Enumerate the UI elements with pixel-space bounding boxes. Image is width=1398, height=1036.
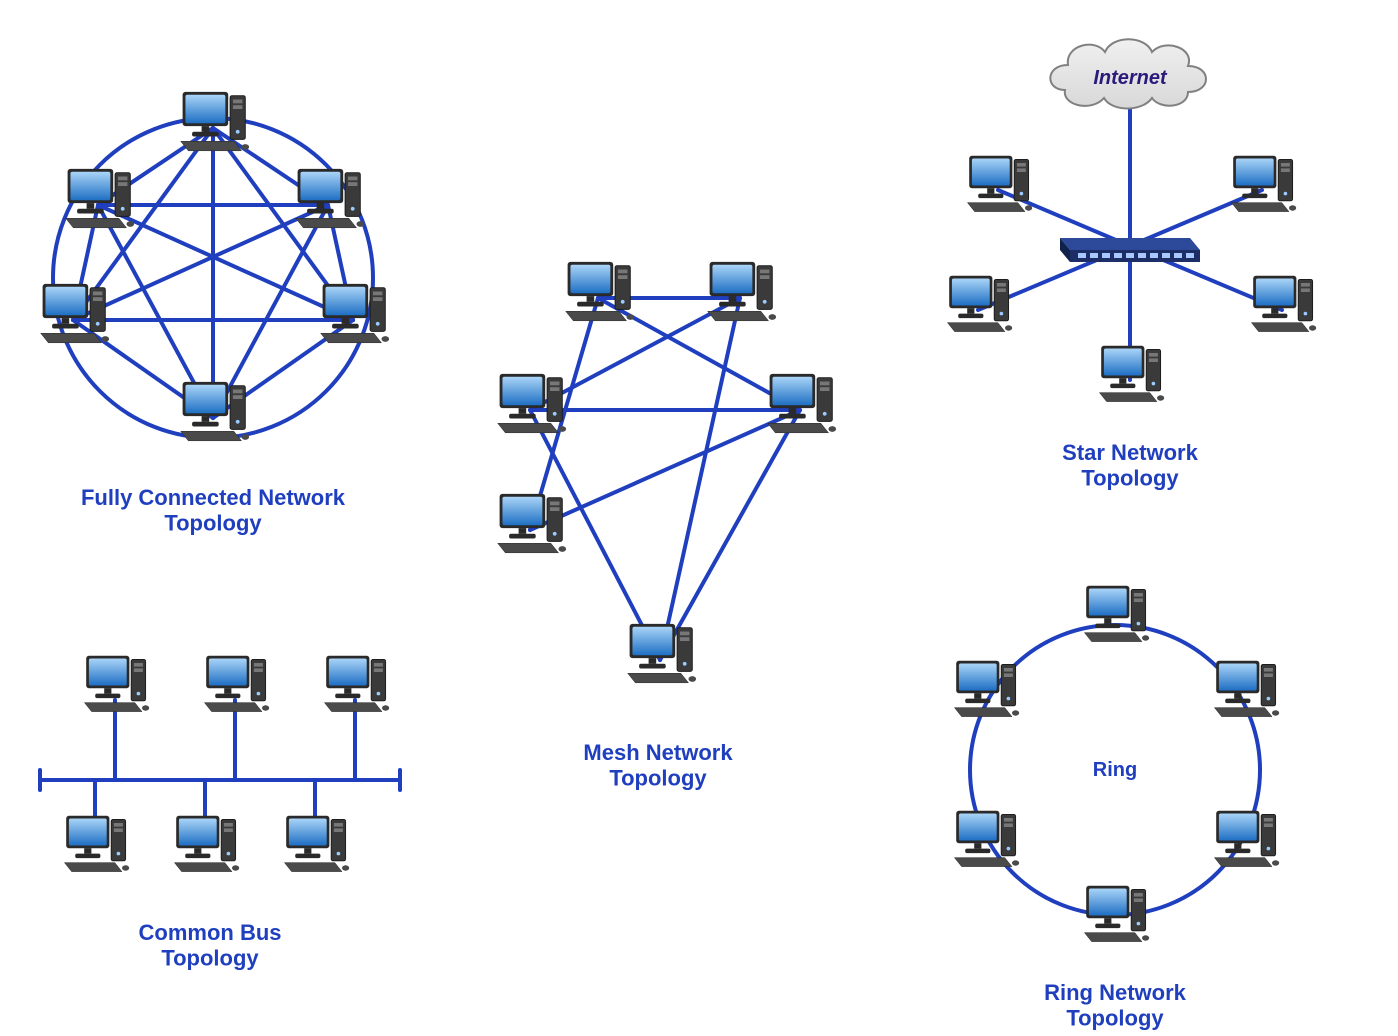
computer-icon — [296, 169, 364, 228]
computer-icon — [181, 382, 249, 441]
topology-title: Ring NetworkTopology — [1044, 980, 1187, 1030]
computer-icon — [768, 374, 836, 433]
computer-icon — [1251, 276, 1316, 332]
computer-icon — [41, 284, 109, 343]
computer-icon — [1084, 586, 1149, 642]
computer-icon — [954, 661, 1019, 717]
computer-icon — [324, 656, 389, 712]
computer-icon — [628, 624, 696, 683]
computer-icon — [1099, 346, 1164, 402]
internet-cloud-icon: Internet — [1050, 39, 1206, 108]
computer-icon — [1084, 886, 1149, 942]
topology-title: Mesh NetworkTopology — [583, 740, 733, 790]
computer-icon — [174, 816, 239, 872]
computer-icon — [1214, 661, 1279, 717]
computer-icon — [1231, 156, 1296, 212]
computer-icon — [84, 656, 149, 712]
computer-icon — [947, 276, 1012, 332]
computer-icon — [954, 811, 1019, 867]
titles-layer: Fully Connected NetworkTopology Mesh Netw… — [81, 440, 1199, 1030]
topology-title: Star NetworkTopology — [1062, 440, 1198, 490]
computer-icon — [498, 494, 566, 553]
computer-icon — [64, 816, 129, 872]
computer-icon — [181, 92, 249, 151]
computer-icon — [204, 656, 269, 712]
computer-icon — [321, 284, 389, 343]
topology-title: Fully Connected NetworkTopology — [81, 485, 346, 535]
topology-title: Common BusTopology — [139, 920, 282, 970]
computer-icon — [66, 169, 134, 228]
computer-icon — [708, 262, 776, 321]
computer-icon — [498, 374, 566, 433]
computer-icon — [284, 816, 349, 872]
computer-icon — [1214, 811, 1279, 867]
computer-icon — [967, 156, 1032, 212]
ring-center-label: Ring — [1093, 759, 1137, 781]
switch-icon — [1060, 238, 1200, 262]
svg-text:Internet: Internet — [1093, 67, 1168, 89]
topology-diagram: Internet Fully Connected NetworkTopology M… — [0, 0, 1398, 1036]
